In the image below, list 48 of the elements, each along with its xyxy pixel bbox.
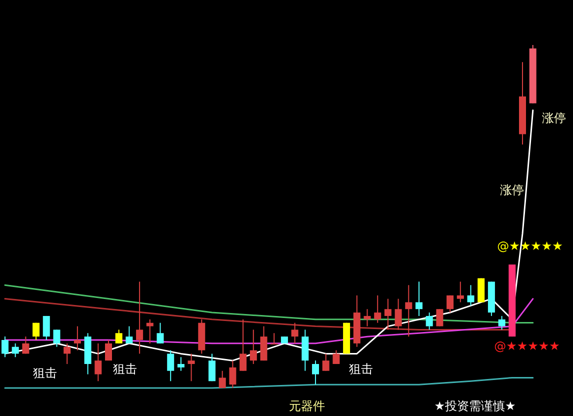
candlestick xyxy=(126,326,133,344)
candlestick xyxy=(332,350,340,364)
candlestick xyxy=(291,322,298,344)
candlestick xyxy=(218,370,226,388)
candlestick xyxy=(270,332,278,344)
candlestick xyxy=(156,322,164,344)
candlestick xyxy=(312,360,319,386)
candlestick xyxy=(53,329,60,348)
candlestick xyxy=(177,356,184,372)
text: ★投资需谨慎★ xyxy=(434,399,516,413)
text: 涨停 xyxy=(542,111,566,125)
candlestick xyxy=(374,294,382,324)
annotation: 狙击 xyxy=(113,362,137,376)
candlestick xyxy=(42,315,50,340)
annotation: 狙击 xyxy=(349,362,373,376)
candlestick xyxy=(188,353,195,382)
candlestick xyxy=(250,329,257,364)
candlestick xyxy=(436,308,444,327)
candlestick xyxy=(105,339,112,362)
candlestick xyxy=(208,353,216,382)
candlestick xyxy=(94,342,102,382)
candlestick xyxy=(229,360,236,388)
candlestick xyxy=(22,336,30,354)
candlestick xyxy=(394,298,402,330)
candlestick xyxy=(384,298,392,330)
candlestick xyxy=(322,353,330,372)
candlestick xyxy=(12,342,19,358)
candlestick xyxy=(32,322,40,340)
candlestick xyxy=(240,318,247,372)
candlestick xyxy=(64,342,71,364)
candlestick xyxy=(364,308,371,327)
candlestick xyxy=(446,294,454,314)
candlestick xyxy=(456,281,464,303)
text: 元器件 xyxy=(289,399,325,413)
candlestick xyxy=(416,281,422,316)
annotation: @★★★★★ xyxy=(494,339,560,353)
candlestick xyxy=(146,318,154,344)
candlestick xyxy=(467,284,474,306)
annotation: 狙击 xyxy=(33,366,57,380)
candlestick xyxy=(498,315,506,330)
candlestick xyxy=(74,326,81,351)
candlestick xyxy=(136,281,144,354)
candlestick xyxy=(2,336,8,358)
annotation: 涨停 xyxy=(500,183,524,197)
candlestick xyxy=(405,284,412,338)
candlestick xyxy=(167,350,174,382)
candlestick xyxy=(426,312,433,330)
candlestick xyxy=(115,329,122,344)
